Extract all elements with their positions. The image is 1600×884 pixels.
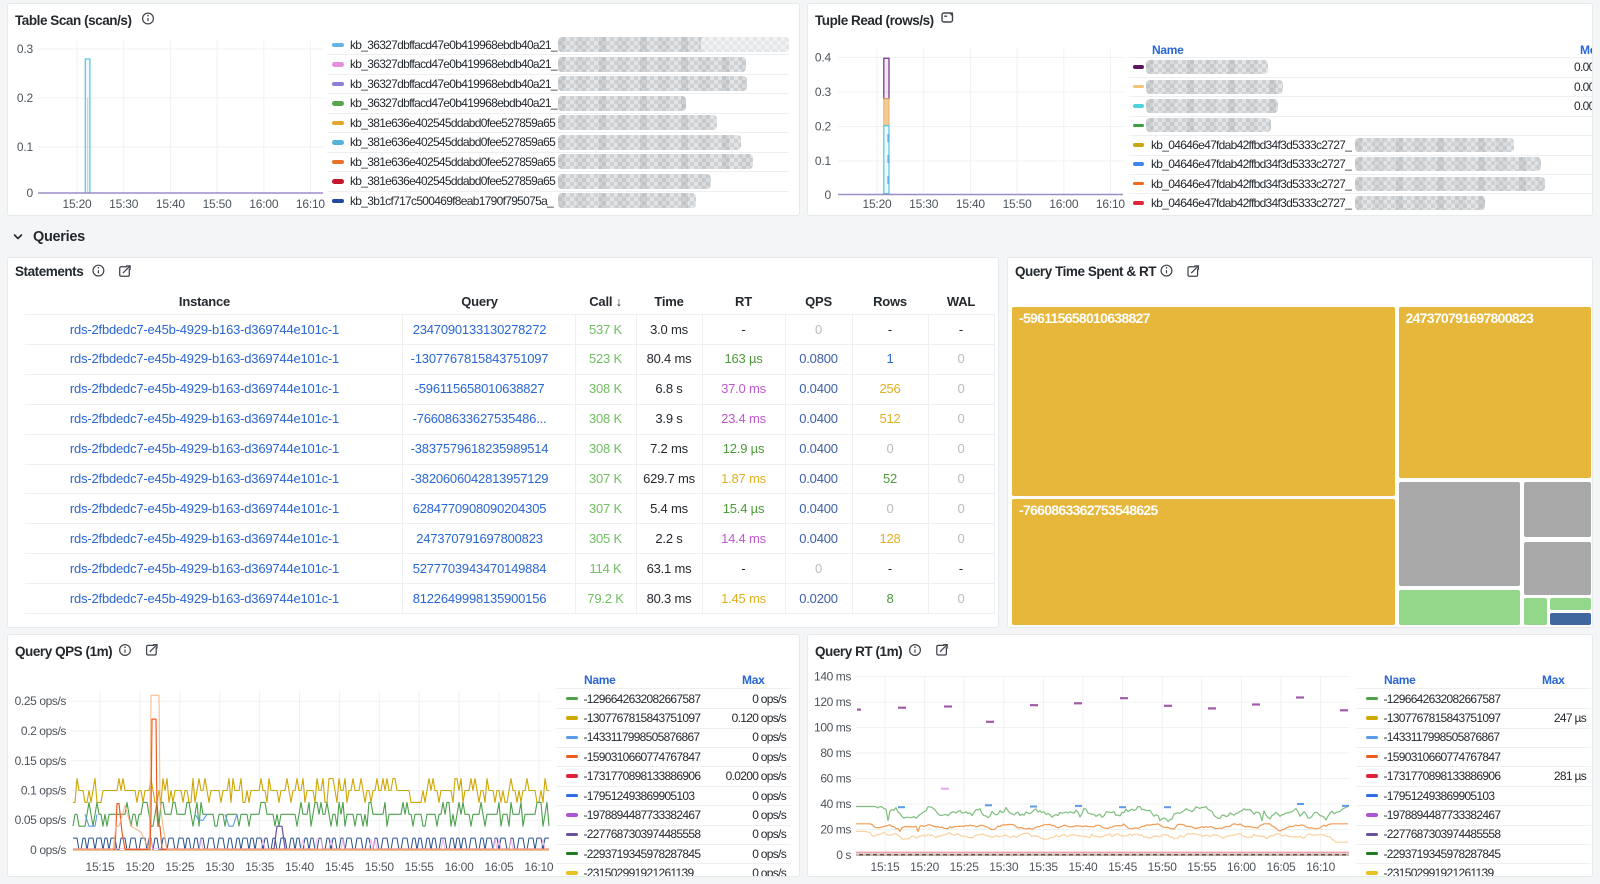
svg-text:120 ms: 120 ms <box>814 695 851 709</box>
svg-text:16:05: 16:05 <box>1266 860 1296 874</box>
svg-text:15:25: 15:25 <box>950 860 980 874</box>
svg-text:0.2: 0.2 <box>17 91 34 105</box>
svg-text:15:20: 15:20 <box>910 860 940 874</box>
svg-text:0.05 ops/s: 0.05 ops/s <box>15 813 67 827</box>
svg-text:15:40: 15:40 <box>1068 860 1098 874</box>
svg-text:0.1: 0.1 <box>17 140 34 154</box>
svg-text:15:45: 15:45 <box>325 860 355 874</box>
svg-text:16:00: 16:00 <box>249 197 279 211</box>
svg-text:40 ms: 40 ms <box>820 797 851 811</box>
svg-text:16:10: 16:10 <box>524 860 554 874</box>
svg-text:15:25: 15:25 <box>165 860 195 874</box>
svg-text:0: 0 <box>27 186 34 200</box>
svg-text:15:50: 15:50 <box>1148 860 1178 874</box>
svg-text:15:40: 15:40 <box>956 197 986 211</box>
svg-text:0: 0 <box>825 188 832 202</box>
svg-text:0.1: 0.1 <box>815 154 832 168</box>
svg-text:16:00: 16:00 <box>1227 860 1257 874</box>
svg-text:20 ms: 20 ms <box>820 823 851 837</box>
svg-text:140 ms: 140 ms <box>814 670 851 684</box>
svg-text:15:20: 15:20 <box>62 197 92 211</box>
svg-text:15:45: 15:45 <box>1108 860 1138 874</box>
svg-text:60 ms: 60 ms <box>820 772 851 786</box>
svg-text:0.2: 0.2 <box>815 120 832 134</box>
svg-text:15:50: 15:50 <box>203 197 233 211</box>
svg-text:80 ms: 80 ms <box>820 746 851 760</box>
svg-text:16:10: 16:10 <box>296 197 326 211</box>
svg-text:0 s: 0 s <box>836 848 851 862</box>
svg-text:15:20: 15:20 <box>862 197 892 211</box>
svg-text:15:55: 15:55 <box>1187 860 1217 874</box>
svg-text:15:15: 15:15 <box>85 860 115 874</box>
svg-text:0.3: 0.3 <box>17 42 34 56</box>
svg-text:16:10: 16:10 <box>1306 860 1336 874</box>
svg-text:15:40: 15:40 <box>285 860 315 874</box>
svg-text:0.4: 0.4 <box>815 51 832 65</box>
svg-text:0.1 ops/s: 0.1 ops/s <box>21 784 66 798</box>
svg-text:15:50: 15:50 <box>1003 197 1033 211</box>
svg-text:16:00: 16:00 <box>445 860 475 874</box>
svg-text:16:10: 16:10 <box>1096 197 1126 211</box>
svg-text:15:40: 15:40 <box>156 197 186 211</box>
svg-text:0.15 ops/s: 0.15 ops/s <box>15 754 67 768</box>
svg-text:15:35: 15:35 <box>245 860 275 874</box>
svg-text:16:05: 16:05 <box>484 860 514 874</box>
svg-text:15:30: 15:30 <box>989 860 1019 874</box>
svg-text:15:30: 15:30 <box>909 197 939 211</box>
svg-text:15:30: 15:30 <box>205 860 235 874</box>
svg-text:100 ms: 100 ms <box>814 721 851 735</box>
svg-text:0 ops/s: 0 ops/s <box>30 843 66 857</box>
svg-text:0.2 ops/s: 0.2 ops/s <box>21 724 66 738</box>
svg-text:15:35: 15:35 <box>1029 860 1059 874</box>
svg-text:15:20: 15:20 <box>125 860 155 874</box>
svg-text:15:50: 15:50 <box>365 860 395 874</box>
svg-text:16:00: 16:00 <box>1049 197 1079 211</box>
svg-text:15:30: 15:30 <box>109 197 139 211</box>
svg-text:0.25 ops/s: 0.25 ops/s <box>15 694 67 708</box>
svg-text:0.3: 0.3 <box>815 85 832 99</box>
svg-text:15:55: 15:55 <box>405 860 435 874</box>
svg-text:15:15: 15:15 <box>870 860 900 874</box>
